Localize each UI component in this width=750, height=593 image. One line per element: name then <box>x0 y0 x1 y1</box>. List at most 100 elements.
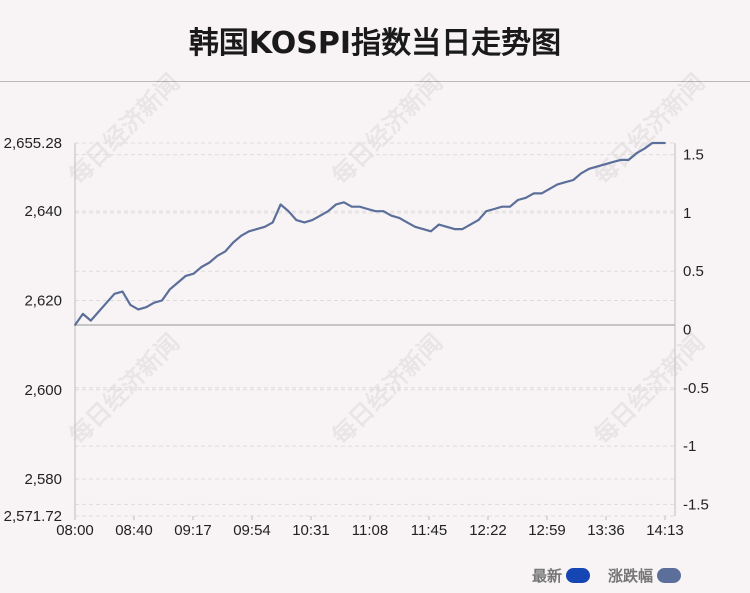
series-point <box>184 275 187 277</box>
series-point <box>382 210 385 213</box>
series-point <box>524 196 527 199</box>
series-point <box>469 223 472 226</box>
x-axis-tick-label: 10:31 <box>292 522 330 539</box>
series-point <box>192 272 195 275</box>
series-point <box>390 214 393 217</box>
series-point <box>113 292 116 295</box>
series-point <box>161 299 163 302</box>
series-point <box>398 217 401 219</box>
series-point <box>303 221 306 224</box>
series-point <box>540 192 543 195</box>
watermark-text: 每日经济新闻 <box>589 69 711 191</box>
series-point <box>580 172 583 175</box>
series-point <box>414 225 416 228</box>
x-axis-tick-label: 08:00 <box>56 522 94 539</box>
series-point <box>343 201 345 204</box>
right-axis-tick-label: -1.5 <box>683 496 709 513</box>
series-point <box>137 308 140 311</box>
x-axis-tick-label: 13:36 <box>587 522 625 539</box>
series-point <box>82 312 84 315</box>
left-axis-tick-label: 2,640 <box>24 203 62 220</box>
series-point <box>256 228 258 230</box>
series-point <box>651 142 654 144</box>
series-point <box>169 288 171 291</box>
legend-latest-label: 最新 <box>532 568 563 585</box>
series-point <box>271 221 274 224</box>
series-point <box>240 234 242 237</box>
series-point <box>311 219 314 222</box>
series-point <box>429 230 432 233</box>
series-point <box>176 281 179 284</box>
legend-change[interactable]: 涨跌幅 <box>608 565 682 586</box>
series-point <box>200 266 203 268</box>
series-point <box>461 228 464 230</box>
series-point <box>627 158 630 161</box>
series-point <box>445 225 448 228</box>
series-point <box>216 254 219 257</box>
series-point <box>335 203 337 206</box>
x-axis-tick-label: 12:22 <box>469 522 507 539</box>
series-point <box>89 319 92 322</box>
series-point <box>509 205 511 208</box>
series-point <box>437 223 440 226</box>
series-point <box>422 228 424 230</box>
series-point <box>358 205 361 208</box>
series-point <box>295 219 298 222</box>
right-axis-tick-label: -0.5 <box>683 380 709 397</box>
left-axis-tick-label: 2,655.28 <box>4 135 62 152</box>
series-point <box>619 158 622 161</box>
watermark-text: 每日经济新闻 <box>327 69 449 191</box>
legend-latest-swatch <box>566 568 591 583</box>
series-point <box>516 199 519 201</box>
x-axis-tick-label: 14:13 <box>646 522 684 539</box>
series-point <box>659 142 662 144</box>
series-point <box>485 210 488 213</box>
right-axis-tick-label: 1 <box>683 205 691 222</box>
series-point <box>564 181 567 184</box>
series-point <box>208 261 211 264</box>
x-axis-tick-label: 09:54 <box>233 522 271 539</box>
series-point <box>453 228 456 230</box>
series-point <box>406 221 409 224</box>
series-point <box>121 290 124 293</box>
right-axis-tick-label: -1 <box>683 438 696 455</box>
series-point <box>97 310 100 313</box>
series-point <box>643 147 646 150</box>
series-point <box>263 225 266 228</box>
series-point <box>224 250 227 253</box>
series-point <box>366 208 369 210</box>
series-point <box>501 205 503 208</box>
series-point <box>279 203 282 206</box>
series-point <box>319 214 322 217</box>
legend-latest[interactable]: 最新 <box>532 565 591 586</box>
series-point <box>548 187 551 190</box>
series-point <box>287 210 290 213</box>
series-point <box>493 208 496 210</box>
left-axis-tick-label: 2,571.72 <box>4 508 62 525</box>
x-axis-tick-label: 11:45 <box>411 522 447 539</box>
series-point <box>588 167 590 170</box>
series-point <box>327 210 329 213</box>
x-axis-tick-label: 09:17 <box>174 522 212 539</box>
series-point <box>232 241 235 244</box>
series-point <box>603 163 606 166</box>
series-point <box>374 210 377 213</box>
series-point <box>532 192 535 195</box>
series-point <box>611 161 614 164</box>
left-axis-tick-label: 2,580 <box>24 471 62 488</box>
series-point <box>145 306 148 309</box>
series-point <box>153 301 155 304</box>
chart-title: 韩国KOSPI指数当日走势图 <box>188 26 562 61</box>
watermark-text: 每日经济新闻 <box>64 69 186 191</box>
x-axis-tick-label: 11:08 <box>352 522 388 539</box>
x-axis-tick-label: 12:59 <box>528 522 566 539</box>
series-point <box>572 179 575 181</box>
legend-change-label: 涨跌幅 <box>608 568 654 585</box>
series-point <box>129 304 132 306</box>
series-point <box>74 324 76 326</box>
x-axis-tick-label: 08:40 <box>115 522 153 539</box>
right-axis-tick-label: 0.5 <box>683 263 704 280</box>
title-divider <box>0 81 750 82</box>
legend-change-swatch <box>657 568 682 583</box>
